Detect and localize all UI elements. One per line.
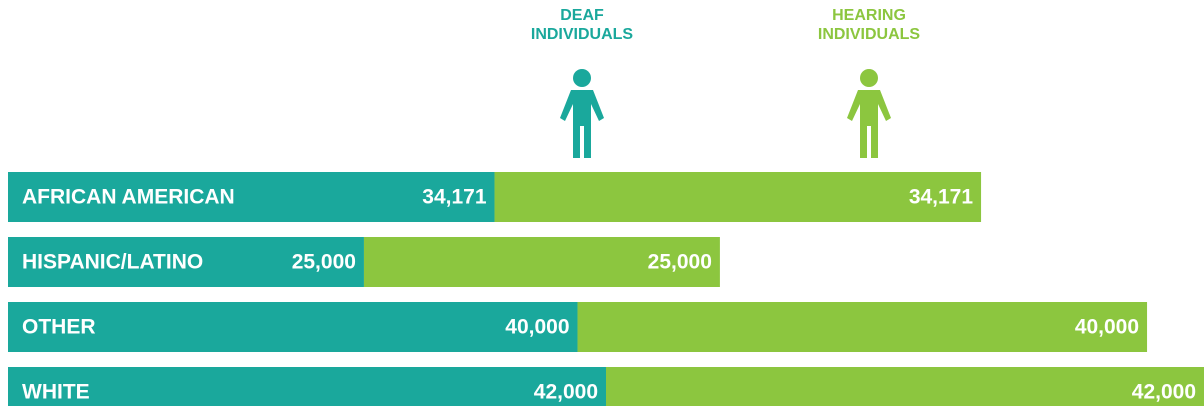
- legend-label: DEAF INDIVIDUALS: [530, 7, 634, 43]
- legend: DEAF INDIVIDUALS HEARING INDIVIDUALS: [530, 7, 921, 158]
- legend-icon-body: [560, 90, 604, 158]
- bar-segment: [8, 237, 364, 287]
- value-label: 40,000: [505, 316, 569, 339]
- category-label: OTHER: [22, 316, 96, 339]
- value-label: 42,000: [1132, 381, 1196, 404]
- bar-segment: [8, 302, 578, 352]
- bar-segment: [8, 172, 495, 222]
- bar-segment: [363, 237, 720, 287]
- value-label: 34,171: [909, 186, 974, 209]
- category-label: WHITE: [22, 381, 90, 404]
- legend-label-box: HEARING INDIVIDUALS: [817, 7, 921, 43]
- value-label: 34,171: [422, 186, 487, 209]
- legend-icon-head: [573, 69, 591, 87]
- value-label: 40,000: [1075, 316, 1139, 339]
- value-label: 25,000: [292, 251, 356, 274]
- value-label: 42,000: [534, 381, 598, 404]
- legend-icon-body: [847, 90, 891, 158]
- bar-segment: [606, 367, 1204, 406]
- category-label: HISPANIC/LATINO: [22, 251, 203, 274]
- bar-segment: [494, 172, 982, 222]
- legend-icon-head: [860, 69, 878, 87]
- legend-label-box: DEAF INDIVIDUALS: [530, 7, 634, 43]
- bar-segment: [8, 367, 606, 406]
- value-label: 25,000: [648, 251, 712, 274]
- bar-segment: [577, 302, 1148, 352]
- legend-label: HEARING INDIVIDUALS: [817, 7, 921, 43]
- category-label: AFRICAN AMERICAN: [22, 186, 235, 209]
